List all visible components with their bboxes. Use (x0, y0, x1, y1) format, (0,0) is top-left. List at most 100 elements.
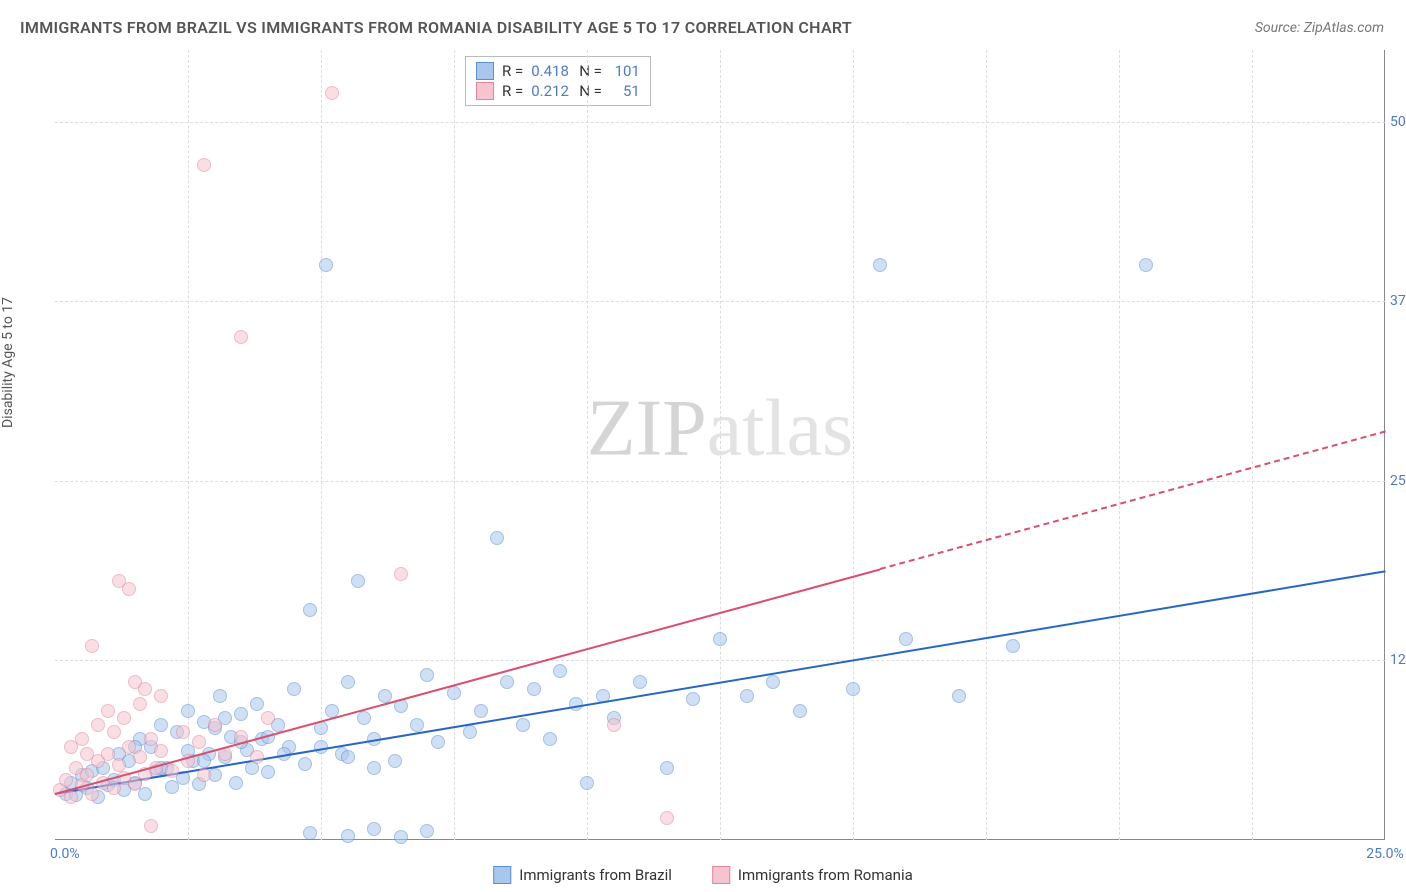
gridline-v (454, 50, 455, 840)
point-brazil (431, 735, 445, 749)
point-romania (59, 773, 73, 787)
point-brazil (388, 754, 402, 768)
point-romania (64, 740, 78, 754)
point-romania (154, 744, 168, 758)
point-brazil (527, 682, 541, 696)
r-value-brazil: 0.418 (531, 62, 571, 80)
gridline-v (986, 50, 987, 840)
point-brazil (213, 689, 227, 703)
n-label: N = (579, 82, 602, 100)
point-brazil (580, 776, 594, 790)
series-legend: Immigrants from Brazil Immigrants from R… (493, 866, 913, 884)
point-romania (250, 750, 264, 764)
point-brazil (1139, 258, 1153, 272)
y-tick: 50.0% (1390, 114, 1406, 130)
point-brazil (298, 757, 312, 771)
point-romania (80, 747, 94, 761)
point-brazil (341, 675, 355, 689)
gridline-v (587, 50, 588, 840)
y-tick: 37.5% (1390, 293, 1406, 309)
trend-romania (55, 568, 880, 794)
point-romania (176, 725, 190, 739)
plot-area: ZIPatlas 0.0% R = 0.418 N = 101 R = 0.21… (55, 50, 1385, 840)
legend-label-brazil: Immigrants from Brazil (519, 866, 672, 884)
point-brazil (394, 830, 408, 844)
point-romania (144, 732, 158, 746)
point-brazil (793, 704, 807, 718)
swatch-romania (476, 82, 494, 100)
gridline-v (1119, 50, 1120, 840)
point-romania (112, 758, 126, 772)
point-brazil (500, 675, 514, 689)
point-brazil (740, 689, 754, 703)
point-romania (85, 639, 99, 653)
point-brazil (197, 754, 211, 768)
point-romania (261, 711, 275, 725)
swatch-brazil (476, 62, 494, 80)
point-romania (394, 567, 408, 581)
point-brazil (367, 761, 381, 775)
swatch-romania-bottom (712, 866, 730, 884)
gridline-v (853, 50, 854, 840)
point-brazil (543, 732, 557, 746)
point-romania (117, 711, 131, 725)
point-romania (133, 750, 147, 764)
point-brazil (766, 675, 780, 689)
legend-label-romania: Immigrants from Romania (738, 866, 913, 884)
y-tick: 12.5% (1390, 652, 1406, 668)
legend-row-romania: R = 0.212 N = 51 (476, 81, 640, 101)
point-brazil (873, 258, 887, 272)
point-romania (154, 689, 168, 703)
point-brazil (250, 697, 264, 711)
point-romania (607, 718, 621, 732)
point-brazil (633, 675, 647, 689)
point-brazil (474, 704, 488, 718)
point-brazil (713, 632, 727, 646)
r-label: R = (502, 62, 523, 80)
correlation-legend: R = 0.418 N = 101 R = 0.212 N = 51 (465, 56, 651, 106)
point-brazil (351, 574, 365, 588)
n-value-romania: 51 (610, 82, 640, 100)
point-brazil (303, 603, 317, 617)
point-brazil (463, 725, 477, 739)
n-label: N = (579, 62, 602, 80)
point-romania (144, 819, 158, 833)
point-brazil (447, 686, 461, 700)
point-romania (91, 718, 105, 732)
point-brazil (420, 668, 434, 682)
y-axis (1384, 50, 1385, 840)
point-brazil (420, 824, 434, 838)
point-brazil (303, 826, 317, 840)
point-brazil (154, 718, 168, 732)
y-tick: 25.0% (1390, 473, 1406, 489)
point-romania (138, 682, 152, 696)
point-romania (85, 787, 99, 801)
point-brazil (660, 761, 674, 775)
x-tick-max: 25.0% (1366, 846, 1404, 862)
point-brazil (553, 664, 567, 678)
point-brazil (516, 718, 530, 732)
point-romania (101, 747, 115, 761)
point-brazil (319, 258, 333, 272)
source-attribution: Source: ZipAtlas.com (1255, 20, 1384, 36)
n-value-brazil: 101 (610, 62, 640, 80)
watermark-atlas: atlas (707, 385, 854, 473)
point-romania (122, 582, 136, 596)
point-romania (192, 735, 206, 749)
chart-title: IMMIGRANTS FROM BRAZIL VS IMMIGRANTS FRO… (20, 18, 852, 37)
point-romania (234, 330, 248, 344)
point-brazil (341, 829, 355, 843)
point-romania (101, 704, 115, 718)
point-romania (133, 697, 147, 711)
point-romania (197, 158, 211, 172)
point-brazil (341, 750, 355, 764)
point-brazil (181, 704, 195, 718)
point-romania (325, 86, 339, 100)
legend-item-romania: Immigrants from Romania (712, 866, 913, 884)
point-brazil (686, 692, 700, 706)
point-brazil (138, 787, 152, 801)
point-brazil (899, 632, 913, 646)
point-romania (197, 768, 211, 782)
r-value-romania: 0.212 (531, 82, 571, 100)
point-romania (660, 811, 674, 825)
